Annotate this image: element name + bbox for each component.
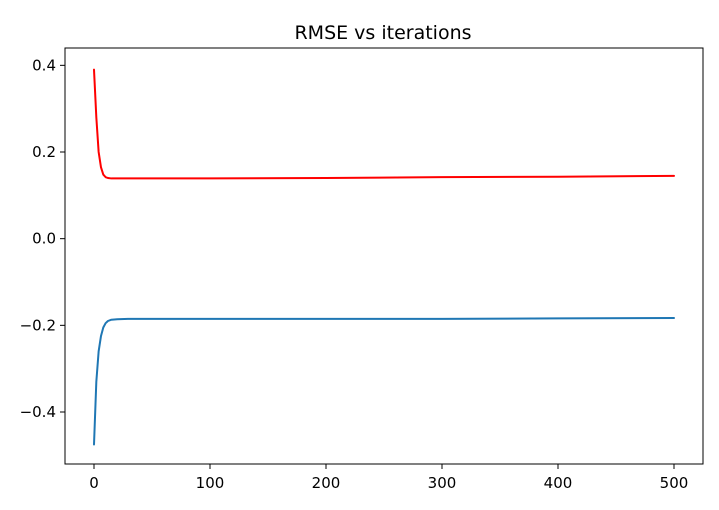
- series-line-0: [93, 68, 675, 180]
- chart-title: RMSE vs iterations: [294, 22, 471, 44]
- y-tick-label: 0.4: [32, 56, 56, 74]
- y-tick-label: 0.0: [32, 230, 56, 248]
- y-tick-label: 0.2: [32, 143, 56, 161]
- x-tick-label: 200: [312, 474, 341, 492]
- x-tick-label: 300: [428, 474, 457, 492]
- axes-frame: [64, 47, 704, 465]
- y-tick-label: −0.4: [20, 403, 56, 421]
- x-tick-label: 100: [196, 474, 225, 492]
- plot-area: 0 100 200 300 400 500 0.4 0.2 0.0 −0.2 −0.4: [20, 47, 704, 492]
- y-tick-label: −0.2: [20, 316, 56, 334]
- x-tick-label: 400: [544, 474, 573, 492]
- series-line-1: [93, 316, 675, 446]
- x-tick-label: 500: [660, 474, 689, 492]
- x-tick-label: 0: [89, 474, 99, 492]
